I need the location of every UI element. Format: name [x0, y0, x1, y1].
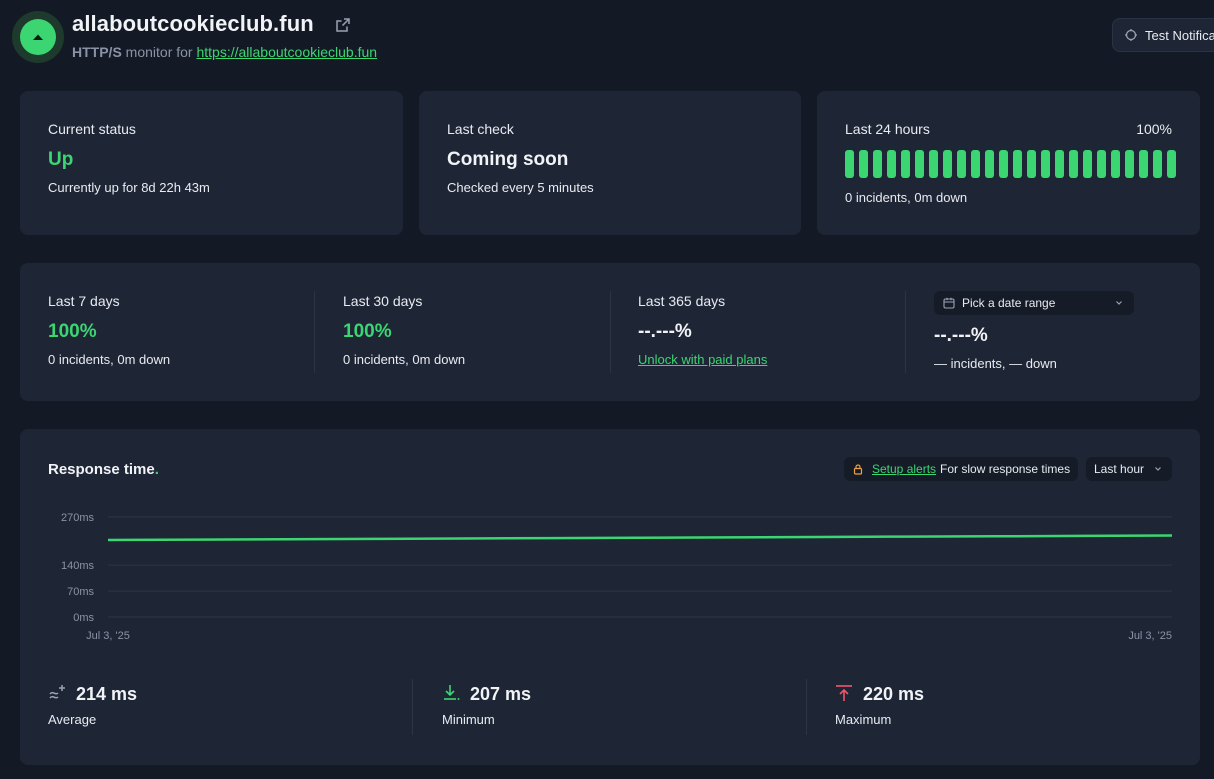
custom-range-detail: — incidents, — down: [934, 356, 1057, 371]
setup-alerts-chip: Setup alerts For slow response times: [844, 457, 1078, 481]
maximum-value: 220 ms: [863, 684, 925, 704]
minimum-icon: [444, 685, 460, 700]
uptime-bar[interactable]: [957, 150, 966, 178]
uptime-bar[interactable]: [901, 150, 910, 178]
period-7d-label: Last 7 days: [48, 293, 120, 309]
lock-icon: [853, 464, 863, 475]
uptime-bar[interactable]: [971, 150, 980, 178]
period-7d-value: 100%: [48, 321, 97, 342]
response-time-title: Response time.: [48, 461, 159, 478]
minimum-label: Minimum: [442, 712, 495, 727]
uptime-bar[interactable]: [1069, 150, 1078, 178]
response-time-card: Response time. Setup alerts For slow res…: [20, 429, 1200, 765]
last-check-label: Last check: [447, 121, 514, 137]
last-24h-card: Last 24 hours 100% 0 incidents, 0m down: [817, 91, 1200, 235]
current-status-value: Up: [48, 149, 74, 170]
test-notifications-label: Test Notifications: [1145, 27, 1214, 43]
chevron-down-icon: [1116, 301, 1122, 305]
response-time-chart: 270ms 140ms 70ms 0ms Jul 3, '25 Jul 3, '25: [61, 512, 1173, 642]
x-tick-label: Jul 3, '25: [86, 630, 130, 642]
y-tick-label: 70ms: [67, 586, 94, 598]
monitor-title: allaboutcookieclub.fun: [72, 11, 314, 36]
status-indicator: [12, 11, 64, 63]
uptime-bar[interactable]: [929, 150, 938, 178]
uptime-bar[interactable]: [985, 150, 994, 178]
last-24h-detail: 0 incidents, 0m down: [845, 190, 968, 205]
uptime-bar[interactable]: [873, 150, 882, 178]
y-tick-label: 270ms: [61, 512, 95, 524]
current-status-card: Current status Up Currently up for 8d 22…: [20, 91, 403, 235]
bell-icon: [1125, 29, 1137, 41]
date-range-label: Pick a date range: [962, 296, 1056, 310]
setup-alerts-text: For slow response times: [940, 462, 1071, 476]
uptime-bar[interactable]: [887, 150, 896, 178]
maximum-icon: [836, 685, 852, 701]
calendar-icon: [943, 297, 955, 309]
uptime-bar[interactable]: [943, 150, 952, 178]
response-time-title-text: Response time: [48, 461, 155, 478]
uptime-bar[interactable]: [1055, 150, 1064, 178]
external-link-icon[interactable]: [335, 17, 351, 33]
period-30d-value: 100%: [343, 321, 392, 342]
divider: [412, 679, 413, 735]
y-tick-label: 140ms: [61, 560, 95, 572]
period-365d-label: Last 365 days: [638, 293, 726, 309]
uptime-bar[interactable]: [859, 150, 868, 178]
uptime-bar[interactable]: [1153, 150, 1162, 178]
uptime-bars: [845, 150, 1176, 178]
last-24h-percent: 100%: [1136, 121, 1172, 137]
period-30d-detail: 0 incidents, 0m down: [343, 352, 466, 367]
monitor-subtitle: HTTP/S monitor for https://allaboutcooki…: [72, 44, 377, 60]
subtitle-text: monitor for: [125, 44, 193, 60]
status-up-icon: [20, 19, 56, 55]
current-status-detail: Currently up for 8d 22h 43m: [48, 180, 210, 195]
test-notifications-button[interactable]: Test Notifications: [1112, 18, 1214, 52]
uptime-bar[interactable]: [1111, 150, 1120, 178]
divider: [314, 291, 315, 373]
maximum-label: Maximum: [835, 712, 892, 727]
monitor-url-link[interactable]: https://allaboutcookieclub.fun: [196, 44, 378, 60]
period-30d-label: Last 30 days: [343, 293, 423, 309]
uptime-bar[interactable]: [1139, 150, 1148, 178]
date-range-picker[interactable]: Pick a date range: [934, 291, 1134, 315]
x-tick-label: Jul 3, '25: [1128, 630, 1172, 642]
monitor-type: HTTP/S: [72, 44, 122, 60]
last-24h-label: Last 24 hours: [845, 121, 930, 137]
y-tick-label: 0ms: [73, 612, 94, 624]
uptime-bar[interactable]: [915, 150, 924, 178]
period-365d-value: --.---%: [638, 321, 692, 342]
uptime-periods-card: Last 7 days 100% 0 incidents, 0m down La…: [20, 263, 1200, 401]
divider: [905, 291, 906, 373]
custom-range-value: --.---%: [934, 325, 988, 346]
current-status-label: Current status: [48, 121, 136, 137]
unlock-paid-plans-link[interactable]: Unlock with paid plans: [638, 352, 768, 367]
time-range-label: Last hour: [1094, 462, 1145, 476]
time-range-select[interactable]: Last hour: [1086, 457, 1172, 481]
minimum-value: 207 ms: [470, 684, 532, 704]
last-check-detail: Checked every 5 minutes: [447, 180, 594, 195]
period-7d-detail: 0 incidents, 0m down: [48, 352, 171, 367]
last-check-card: Last check Coming soon Checked every 5 m…: [419, 91, 801, 235]
divider: [610, 291, 611, 373]
uptime-bar[interactable]: [1083, 150, 1092, 178]
uptime-bar[interactable]: [1027, 150, 1036, 178]
uptime-bar[interactable]: [1041, 150, 1050, 178]
uptime-bar[interactable]: [1167, 150, 1176, 178]
uptime-bar[interactable]: [845, 150, 854, 178]
uptime-bar[interactable]: [1013, 150, 1022, 178]
uptime-bar[interactable]: [1125, 150, 1134, 178]
average-icon: [49, 685, 65, 699]
monitor-header: allaboutcookieclub.fun HTTP/S monitor fo…: [12, 8, 1214, 64]
last-check-value: Coming soon: [447, 149, 569, 170]
chevron-down-icon: [1155, 467, 1161, 471]
average-value: 214 ms: [76, 684, 138, 704]
series-line[interactable]: [107, 534, 1173, 542]
uptime-bar[interactable]: [1097, 150, 1106, 178]
divider: [806, 679, 807, 735]
uptime-bar[interactable]: [999, 150, 1008, 178]
title-dot: .: [154, 461, 159, 478]
setup-alerts-link[interactable]: Setup alerts: [872, 462, 937, 476]
average-label: Average: [48, 712, 97, 727]
